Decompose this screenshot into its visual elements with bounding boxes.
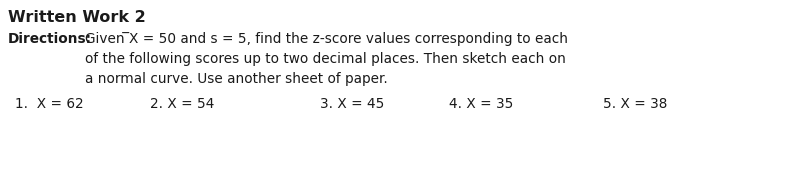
Text: Written Work 2: Written Work 2: [8, 10, 146, 25]
Text: 2. X = 54: 2. X = 54: [150, 97, 214, 111]
Text: 1.  X = 62: 1. X = 62: [15, 97, 83, 111]
Text: Directions:: Directions:: [8, 32, 92, 46]
Text: of the following scores up to two decimal places. Then sketch each on: of the following scores up to two decima…: [85, 52, 565, 66]
Text: 5. X = 38: 5. X = 38: [603, 97, 667, 111]
Text: a normal curve. Use another sheet of paper.: a normal curve. Use another sheet of pap…: [85, 72, 388, 86]
Text: 4. X = 35: 4. X = 35: [449, 97, 514, 111]
Text: Given ̅X = 50 and s = 5, find the z-score values corresponding to each: Given ̅X = 50 and s = 5, find the z-scor…: [85, 32, 568, 46]
Text: 3. X = 45: 3. X = 45: [320, 97, 384, 111]
